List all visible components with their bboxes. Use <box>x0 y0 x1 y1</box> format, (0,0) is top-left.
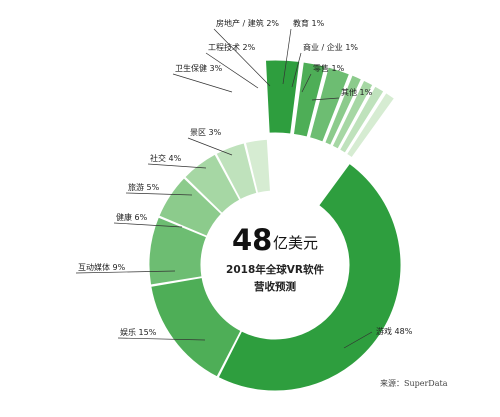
leader-line-0 <box>343 331 373 349</box>
leader-line-7 <box>172 73 233 93</box>
slice-label-11: 商业 / 企业 1% <box>303 42 358 52</box>
leader-line-4 <box>125 192 193 196</box>
leader-line-5 <box>147 163 207 169</box>
center-text: 48 亿美元 2018年全球VR软件 营收预测 <box>226 223 324 293</box>
slice-label-2: 互动媒体 9% <box>78 262 126 272</box>
leader-line-12 <box>301 73 312 93</box>
leader-line-3 <box>113 222 183 228</box>
leader-line-11 <box>291 52 302 88</box>
center-total-value: 48 <box>232 223 272 257</box>
leader-line-8 <box>205 52 259 89</box>
donut-slice-7 <box>264 59 301 135</box>
slice-label-5: 社交 4% <box>150 153 182 163</box>
donut-slice-10 <box>324 74 363 146</box>
leader-line-10 <box>282 28 292 85</box>
slice-label-13: 其他 1% <box>341 87 373 97</box>
slice-label-12: 零售 1% <box>313 63 345 73</box>
source-note: 来源：SuperData <box>380 379 448 388</box>
leader-line-13 <box>311 97 340 101</box>
slice-label-3: 健康 6% <box>116 212 148 222</box>
leader-line-9 <box>213 28 271 87</box>
donut-slice-8 <box>292 61 326 138</box>
donut-slice-5 <box>215 142 258 201</box>
slice-label-4: 旅游 5% <box>128 182 160 192</box>
leader-line-6 <box>187 137 233 156</box>
donut-slice-6 <box>244 138 271 194</box>
slices-layer <box>148 59 402 392</box>
donut-slice-11 <box>331 79 374 150</box>
center-subtitle-line-1: 2018年全球VR软件 <box>226 263 324 276</box>
center-total-unit: 亿美元 <box>273 234 318 252</box>
donut-slice-4 <box>184 153 241 215</box>
slice-labels-layer: 游戏 48% 娱乐 15% 互动媒体 9% 健康 6% 旅游 5% 社交 4% 景区 3% 卫… <box>78 18 413 337</box>
donut-slice-3 <box>158 177 223 237</box>
slice-label-7: 卫生保健 3% <box>175 63 223 73</box>
leader-line-1 <box>117 337 206 341</box>
donut-slice-9 <box>308 66 351 143</box>
leader-line-2 <box>75 270 176 274</box>
donut-slice-1 <box>150 276 242 378</box>
center-subtitle-line-2: 营收预测 <box>254 280 296 293</box>
donut-slice-13 <box>345 92 396 159</box>
slice-label-1: 娱乐 15% <box>120 327 157 337</box>
slice-label-10: 教育 1% <box>293 18 325 28</box>
slice-label-6: 景区 3% <box>190 128 222 137</box>
donut-slice-2 <box>148 216 208 286</box>
slice-label-8: 工程技术 2% <box>208 42 256 52</box>
leader-lines-layer <box>75 28 373 349</box>
donut-slice-0 <box>217 162 402 392</box>
slice-label-9: 房地产 / 建筑 2% <box>216 18 279 28</box>
slice-label-0: 游戏 48% <box>376 326 413 336</box>
donut-slice-12 <box>338 85 385 154</box>
